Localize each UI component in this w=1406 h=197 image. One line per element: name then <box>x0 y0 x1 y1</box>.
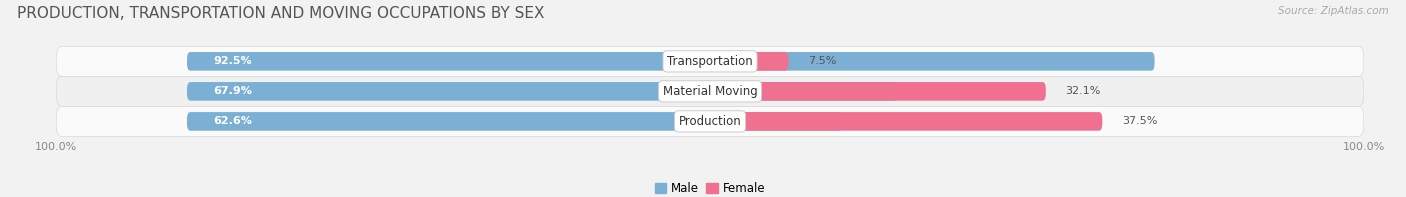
FancyBboxPatch shape <box>710 112 1102 131</box>
Legend: Male, Female: Male, Female <box>650 178 770 197</box>
Text: Transportation: Transportation <box>668 55 752 68</box>
Text: 92.5%: 92.5% <box>214 56 252 66</box>
Text: 37.5%: 37.5% <box>1122 116 1157 126</box>
Text: PRODUCTION, TRANSPORTATION AND MOVING OCCUPATIONS BY SEX: PRODUCTION, TRANSPORTATION AND MOVING OC… <box>17 6 544 21</box>
Text: Source: ZipAtlas.com: Source: ZipAtlas.com <box>1278 6 1389 16</box>
Text: 62.6%: 62.6% <box>214 116 252 126</box>
FancyBboxPatch shape <box>187 82 897 101</box>
Text: Production: Production <box>679 115 741 128</box>
FancyBboxPatch shape <box>187 112 842 131</box>
FancyBboxPatch shape <box>187 52 1154 71</box>
Text: 67.9%: 67.9% <box>214 86 252 96</box>
FancyBboxPatch shape <box>710 82 1046 101</box>
FancyBboxPatch shape <box>56 106 1364 136</box>
Text: 7.5%: 7.5% <box>808 56 837 66</box>
Text: 32.1%: 32.1% <box>1066 86 1101 96</box>
FancyBboxPatch shape <box>56 76 1364 106</box>
FancyBboxPatch shape <box>56 46 1364 76</box>
Text: Material Moving: Material Moving <box>662 85 758 98</box>
FancyBboxPatch shape <box>710 52 789 71</box>
